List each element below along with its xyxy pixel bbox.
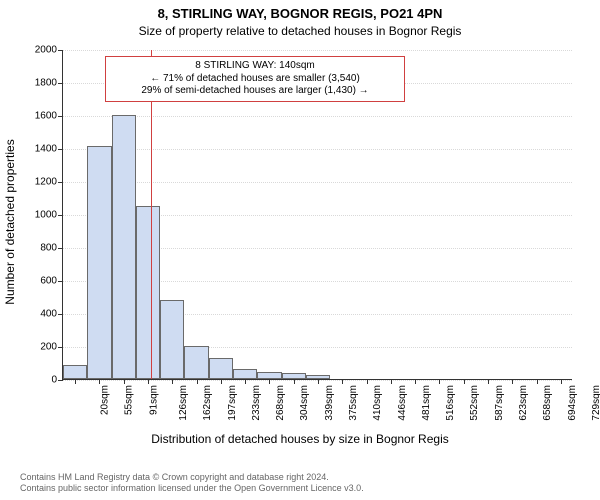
ytick-label: 0 [51,375,63,386]
ytick-label: 600 [40,276,63,287]
ytick-label: 2000 [35,45,63,56]
histogram-bar [184,346,208,379]
xtick-label: 162sqm [202,385,213,421]
xtick-label: 55sqm [124,385,135,415]
xtick-label: 516sqm [445,385,456,421]
xtick-mark [318,379,319,384]
xtick-label: 375sqm [348,385,359,421]
ytick-label: 1800 [35,78,63,89]
histogram-bar [112,115,136,379]
gridline [63,149,572,150]
gridline [63,182,572,183]
ytick-label: 1200 [35,177,63,188]
xtick-mark [75,379,76,384]
xtick-mark [99,379,100,384]
ytick-label: 1400 [35,144,63,155]
xtick-label: 587sqm [494,385,505,421]
xtick-mark [148,379,149,384]
ytick-label: 1000 [35,210,63,221]
ytick-label: 200 [40,342,63,353]
gridline [63,116,572,117]
xtick-mark [172,379,173,384]
y-axis-label: Number of detached properties [3,57,17,387]
xtick-label: 481sqm [421,385,432,421]
xtick-mark [197,379,198,384]
xtick-label: 304sqm [300,385,311,421]
xtick-label: 233sqm [251,385,262,421]
ytick-label: 1600 [35,111,63,122]
gridline [63,50,572,51]
xtick-mark [245,379,246,384]
xtick-label: 658sqm [542,385,553,421]
xtick-label: 197sqm [227,385,238,421]
annotation-box: 8 STIRLING WAY: 140sqm ← 71% of detached… [105,56,405,102]
xtick-mark [124,379,125,384]
xtick-label: 446sqm [397,385,408,421]
footer-line-1: Contains HM Land Registry data © Crown c… [20,472,364,483]
footer-line-2: Contains public sector information licen… [20,483,364,494]
xtick-mark [367,379,368,384]
xtick-label: 694sqm [567,385,578,421]
xtick-mark [512,379,513,384]
xtick-mark [391,379,392,384]
histogram-bar [63,365,87,379]
annotation-line-3: 29% of semi-detached houses are larger (… [114,85,396,98]
xtick-label: 20sqm [100,385,111,415]
xtick-mark [561,379,562,384]
ytick-label: 400 [40,309,63,320]
xtick-mark [537,379,538,384]
xtick-mark [415,379,416,384]
histogram-bar [136,206,160,379]
xtick-label: 623sqm [518,385,529,421]
chart-title-sub: Size of property relative to detached ho… [0,24,600,38]
xtick-mark [342,379,343,384]
xtick-mark [488,379,489,384]
xtick-mark [269,379,270,384]
xtick-label: 729sqm [591,385,600,421]
xtick-label: 552sqm [470,385,481,421]
histogram-bar [209,358,233,379]
x-axis-label: Distribution of detached houses by size … [0,432,600,446]
chart-container: { "chart": { "type": "histogram", "title… [0,0,600,500]
histogram-bar [160,300,184,379]
histogram-bar [257,372,281,379]
xtick-label: 126sqm [178,385,189,421]
histogram-bar [87,146,111,379]
ytick-label: 800 [40,243,63,254]
xtick-mark [221,379,222,384]
footer-attribution: Contains HM Land Registry data © Crown c… [20,472,364,495]
chart-title-main: 8, STIRLING WAY, BOGNOR REGIS, PO21 4PN [0,6,600,21]
xtick-mark [439,379,440,384]
xtick-label: 268sqm [275,385,286,421]
xtick-mark [464,379,465,384]
annotation-line-1: 8 STIRLING WAY: 140sqm [114,60,396,73]
xtick-label: 339sqm [324,385,335,421]
annotation-line-2: ← 71% of detached houses are smaller (3,… [114,73,396,86]
xtick-label: 91sqm [148,385,159,415]
histogram-bar [233,369,257,379]
xtick-mark [294,379,295,384]
xtick-label: 410sqm [372,385,383,421]
